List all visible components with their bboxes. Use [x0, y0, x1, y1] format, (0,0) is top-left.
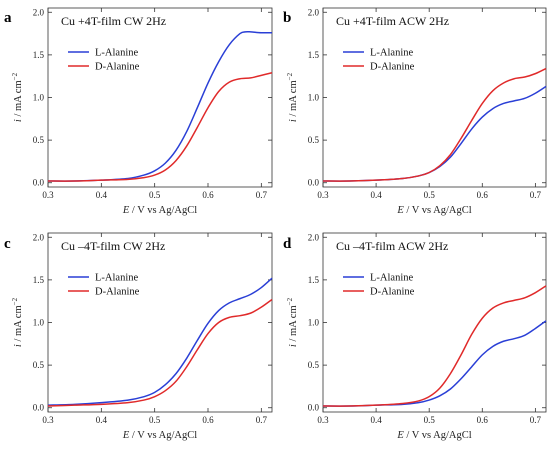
y-tick-label: 0.5 — [33, 135, 45, 145]
y-tick-label: 0.5 — [33, 360, 45, 370]
x-axis-label: E / V vs Ag/AgCl — [396, 205, 471, 216]
y-axis-label: i / mA cm−2 — [11, 297, 24, 347]
panel-title: Cu –4T-film ACW 2Hz — [336, 239, 448, 253]
legend-label: L-Alanine — [95, 48, 138, 59]
x-axis-label: E / V vs Ag/AgCl — [122, 205, 197, 216]
x-tick-label: 0.3 — [42, 415, 54, 425]
y-tick-label: 1.0 — [308, 318, 320, 328]
x-axis-label: E / V vs Ag/AgCl — [396, 430, 471, 441]
legend: L-Alanine D-Alanine — [68, 273, 140, 298]
y-tick-label: 2.0 — [308, 7, 320, 17]
y-tick-label: 0.0 — [308, 403, 320, 413]
legend-label: L-Alanine — [370, 48, 413, 59]
series-line-d-alanine — [322, 285, 547, 407]
y-tick-label: 2.0 — [308, 232, 320, 242]
y-tick-label: 0.0 — [33, 178, 45, 188]
panel-d: d 0.3 0.4 0.5 0.6 0.7 0.0 0.5 1.0 1.5 2.0 E / V vs … — [283, 232, 547, 441]
y-tick-label: 0.5 — [308, 360, 320, 370]
legend-label: L-Alanine — [370, 273, 413, 284]
legend: L-Alanine D-Alanine — [343, 273, 415, 298]
plot-frame — [322, 7, 547, 188]
x-tick-label: 0.3 — [42, 190, 54, 200]
y-tick-label: 1.0 — [33, 318, 45, 328]
x-tick-label: 0.7 — [530, 190, 542, 200]
x-tick-label: 0.6 — [477, 190, 489, 200]
legend: L-Alanine D-Alanine — [68, 48, 140, 73]
panel-b: b 0.3 0.4 0.5 0.6 0.7 0.0 0.5 1.0 1.5 2.0 E / V vs … — [283, 7, 547, 216]
x-tick-label: 0.5 — [424, 190, 436, 200]
x-tick-label: 0.7 — [256, 190, 268, 200]
series-line-l-alanine — [47, 30, 273, 182]
x-tick-label: 0.5 — [424, 415, 436, 425]
x-tick-label: 0.6 — [202, 415, 214, 425]
series-line-d-alanine — [47, 72, 273, 182]
x-tick-label: 0.6 — [477, 415, 489, 425]
panel-letter: d — [283, 236, 292, 252]
panel-letter: a — [4, 10, 12, 26]
x-tick-label: 0.5 — [149, 190, 161, 200]
x-tick-label: 0.7 — [256, 415, 268, 425]
plot-frame — [47, 232, 273, 413]
y-tick-label: 1.5 — [308, 50, 320, 60]
panel-title: Cu +4T-film CW 2Hz — [61, 14, 166, 28]
series-line-l-alanine — [47, 277, 273, 406]
legend-label: L-Alanine — [95, 273, 138, 284]
panel-c: c 0.3 0.4 0.5 0.6 0.7 0.0 0.5 1.0 1.5 2.0 E / V vs … — [4, 232, 273, 441]
y-axis-label: i / mA cm−2 — [286, 297, 299, 347]
x-tick-label: 0.3 — [317, 190, 329, 200]
x-axis-label: E / V vs Ag/AgCl — [122, 430, 197, 441]
y-tick-label: 1.5 — [308, 275, 320, 285]
y-tick-label: 1.5 — [33, 50, 45, 60]
legend-label: D-Alanine — [95, 287, 140, 298]
y-axis-label: i / mA cm−2 — [11, 72, 24, 122]
y-tick-label: 1.0 — [308, 93, 320, 103]
x-tick-label: 0.6 — [202, 190, 214, 200]
x-tick-label: 0.5 — [149, 415, 161, 425]
y-tick-label: 2.0 — [33, 232, 45, 242]
legend-label: D-Alanine — [370, 62, 415, 73]
legend: L-Alanine D-Alanine — [343, 48, 415, 73]
panel-title: Cu –4T-film CW 2Hz — [61, 239, 165, 253]
x-tick-label: 0.4 — [96, 190, 108, 200]
x-tick-label: 0.4 — [370, 190, 382, 200]
y-tick-label: 0.5 — [308, 135, 320, 145]
y-tick-label: 1.0 — [33, 93, 45, 103]
y-tick-label: 1.5 — [33, 275, 45, 285]
y-tick-label: 2.0 — [33, 7, 45, 17]
y-tick-label: 0.0 — [33, 403, 45, 413]
x-tick-label: 0.4 — [370, 415, 382, 425]
legend-label: D-Alanine — [95, 62, 140, 73]
panel-a: a 0.3 0.4 0.5 0.6 0.7 0.0 0.5 1.0 1.5 2.0 E / V vs … — [4, 7, 273, 216]
legend-label: D-Alanine — [370, 287, 415, 298]
x-tick-label: 0.7 — [530, 415, 542, 425]
y-tick-label: 0.0 — [308, 178, 320, 188]
x-tick-label: 0.3 — [317, 415, 329, 425]
y-axis-label: i / mA cm−2 — [286, 72, 299, 122]
x-tick-label: 0.4 — [96, 415, 108, 425]
panel-letter: b — [283, 10, 291, 26]
series-line-d-alanine — [47, 298, 273, 407]
panel-letter: c — [4, 236, 11, 252]
panel-title: Cu +4T-film ACW 2Hz — [336, 14, 449, 28]
series-line-d-alanine — [322, 67, 547, 182]
plot-frame — [322, 232, 547, 413]
series-line-l-alanine — [322, 85, 547, 182]
